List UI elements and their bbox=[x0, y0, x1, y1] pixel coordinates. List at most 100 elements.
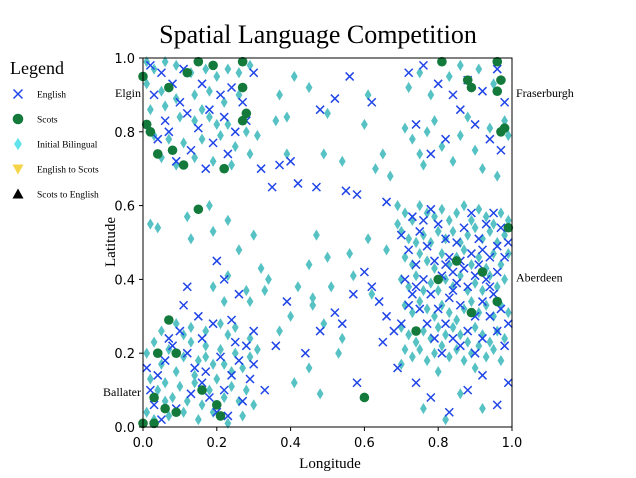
data-point-initial-bilingual bbox=[420, 402, 427, 415]
legend-marker-english-to-scots bbox=[12, 164, 24, 175]
x-axis-label: Longitude bbox=[299, 456, 361, 472]
data-point-initial-bilingual bbox=[305, 259, 313, 271]
data-point-initial-bilingual bbox=[335, 347, 342, 359]
data-point-english bbox=[503, 319, 513, 329]
legend: Legend English Scots Initial Bilingual Engl… bbox=[10, 58, 99, 201]
data-point-initial-bilingual bbox=[198, 399, 206, 411]
data-point-initial-bilingual bbox=[235, 89, 243, 101]
data-point-english bbox=[282, 297, 292, 307]
data-point-initial-bilingual bbox=[386, 170, 394, 182]
data-point-initial-bilingual bbox=[194, 354, 202, 367]
data-point-english bbox=[463, 326, 473, 336]
data-point-english bbox=[485, 311, 495, 321]
data-point-english bbox=[201, 367, 211, 377]
data-point-english bbox=[466, 208, 476, 218]
data-point-initial-bilingual bbox=[154, 222, 162, 234]
data-point-english bbox=[215, 90, 226, 100]
data-point-initial-bilingual bbox=[482, 211, 490, 223]
data-point-english bbox=[444, 407, 454, 417]
data-point-scots bbox=[215, 411, 226, 421]
data-point-english bbox=[193, 311, 203, 321]
data-point-english bbox=[227, 370, 237, 380]
data-point-initial-bilingual bbox=[364, 89, 372, 101]
y-tick-label: 0.4 bbox=[114, 273, 135, 288]
data-point-english bbox=[204, 392, 214, 403]
legend-label-initial-bilingual: Initial Bilingual bbox=[37, 141, 98, 151]
data-point-initial-bilingual bbox=[464, 111, 472, 123]
data-point-initial-bilingual bbox=[169, 391, 176, 404]
data-point-english bbox=[474, 234, 484, 244]
data-point-initial-bilingual bbox=[220, 391, 228, 404]
data-point-scots bbox=[193, 204, 204, 215]
data-point-scots bbox=[193, 56, 204, 67]
data-point-english bbox=[286, 156, 296, 166]
data-point-english bbox=[190, 363, 200, 373]
data-point-english bbox=[238, 396, 248, 406]
data-point-initial-bilingual bbox=[239, 410, 247, 422]
x-tick-label: 0.8 bbox=[428, 436, 449, 451]
data-point-initial-bilingual bbox=[283, 148, 291, 160]
data-point-scots bbox=[152, 348, 163, 359]
data-point-initial-bilingual bbox=[209, 358, 217, 370]
data-point-initial-bilingual bbox=[408, 259, 416, 271]
data-point-english bbox=[448, 267, 458, 277]
data-point-initial-bilingual bbox=[246, 295, 254, 308]
data-point-initial-bilingual bbox=[176, 111, 184, 123]
data-point-initial-bilingual bbox=[143, 78, 151, 90]
data-point-english bbox=[444, 252, 454, 262]
data-point-initial-bilingual bbox=[479, 163, 486, 175]
data-point-initial-bilingual bbox=[202, 351, 210, 363]
data-point-initial-bilingual bbox=[405, 329, 413, 341]
data-point-initial-bilingual bbox=[416, 295, 424, 308]
data-point-initial-bilingual bbox=[445, 70, 453, 83]
data-point-english bbox=[359, 267, 369, 277]
data-point-english bbox=[382, 311, 392, 321]
data-point-initial-bilingual bbox=[445, 214, 453, 226]
data-point-scots bbox=[167, 145, 178, 156]
data-point-english bbox=[437, 348, 447, 358]
y-axis-label: Latitude bbox=[103, 217, 119, 267]
data-point-initial-bilingual bbox=[471, 222, 479, 234]
data-point-initial-bilingual bbox=[486, 122, 494, 134]
data-point-initial-bilingual bbox=[172, 59, 180, 71]
data-point-english bbox=[481, 274, 491, 284]
data-point-scots bbox=[241, 108, 252, 119]
data-point-initial-bilingual bbox=[497, 207, 505, 219]
data-point-initial-bilingual bbox=[194, 414, 202, 426]
data-point-initial-bilingual bbox=[176, 380, 184, 393]
data-point-initial-bilingual bbox=[501, 115, 509, 127]
data-point-english bbox=[241, 341, 251, 351]
data-point-initial-bilingual bbox=[272, 115, 280, 127]
y-tick-label: 0.6 bbox=[114, 200, 135, 215]
data-point-initial-bilingual bbox=[146, 373, 154, 385]
data-point-initial-bilingual bbox=[220, 96, 228, 108]
data-point-initial-bilingual bbox=[408, 351, 416, 363]
data-point-initial-bilingual bbox=[412, 270, 420, 282]
data-point-initial-bilingual bbox=[146, 104, 154, 116]
data-point-initial-bilingual bbox=[349, 270, 357, 282]
data-point-english bbox=[164, 333, 174, 343]
data-point-initial-bilingual bbox=[434, 321, 442, 333]
data-point-english bbox=[503, 378, 513, 388]
data-point-initial-bilingual bbox=[479, 284, 486, 297]
data-point-english bbox=[249, 359, 259, 369]
data-point-english bbox=[330, 308, 340, 318]
data-point-initial-bilingual bbox=[338, 332, 346, 345]
data-point-scots bbox=[152, 149, 163, 159]
data-point-english bbox=[489, 208, 499, 218]
data-point-english bbox=[441, 134, 451, 144]
data-point-english bbox=[245, 374, 255, 384]
data-point-initial-bilingual bbox=[191, 369, 199, 381]
data-point-initial-bilingual bbox=[501, 273, 509, 285]
data-point-scots bbox=[492, 296, 503, 307]
data-point-english bbox=[441, 260, 451, 270]
data-point-english bbox=[477, 333, 488, 343]
data-point-initial-bilingual bbox=[180, 406, 187, 418]
data-point-initial-bilingual bbox=[431, 310, 438, 322]
data-point-english bbox=[197, 79, 207, 89]
y-tick-label: 0.8 bbox=[114, 126, 135, 141]
data-point-initial-bilingual bbox=[324, 107, 331, 119]
data-point-initial-bilingual bbox=[364, 233, 372, 245]
data-point-scots bbox=[492, 56, 503, 67]
data-point-english bbox=[433, 219, 443, 229]
